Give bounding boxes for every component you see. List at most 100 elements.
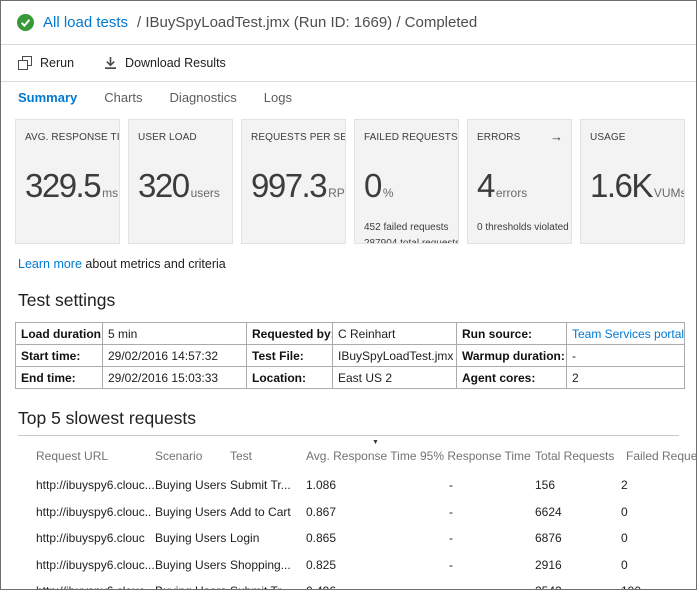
- rerun-copy-icon: [18, 56, 32, 70]
- errors-navigate-arrow-icon[interactable]: →: [550, 129, 563, 144]
- metric-cards: AVG. RESPONSE TIME 329.5ms USER LOAD 320…: [1, 113, 696, 244]
- check-circle-icon: [17, 14, 34, 31]
- cell-95-response-time: -: [420, 584, 535, 589]
- run-source-link[interactable]: Team Services portal: [572, 326, 685, 341]
- column-header-test[interactable]: Test: [230, 449, 253, 463]
- cell-avg-response-time: 0.865: [306, 531, 337, 546]
- sort-descending-icon: ▼: [372, 439, 379, 446]
- breadcrumb-all-load-tests-link[interactable]: All load tests: [43, 14, 129, 31]
- setting-value: 29/02/2016 14:57:32: [102, 344, 247, 367]
- cell-avg-response-time: 0.825: [306, 557, 337, 572]
- download-icon: [104, 56, 117, 70]
- title-bar: All load tests / IBuySpyLoadTest.jmx (Ru…: [1, 1, 696, 45]
- setting-label: Load duration:: [15, 322, 103, 345]
- cell-scenario: Buying Users: [155, 531, 227, 546]
- cell-failed-requests: 2: [621, 478, 628, 493]
- learn-more-text: about metrics and criteria: [81, 257, 226, 271]
- cell-total-requests: 6624: [535, 504, 562, 519]
- setting-value: East US 2: [332, 366, 457, 389]
- tab-summary[interactable]: Summary: [18, 90, 78, 105]
- setting-label: Requested by:: [246, 322, 333, 345]
- card-unit: %: [382, 186, 394, 200]
- card-label: USAGE: [590, 132, 626, 143]
- setting-label: End time:: [15, 366, 103, 389]
- card-value: 4: [477, 167, 495, 204]
- rerun-button[interactable]: Rerun: [18, 56, 74, 70]
- cell-avg-response-time: 1.086: [306, 478, 337, 493]
- cell-failed-requests: 0: [621, 504, 628, 519]
- setting-value: 29/02/2016 15:03:33: [102, 366, 247, 389]
- card-errors: ERRORS → 4 errors 0 thresholds violated: [467, 119, 572, 244]
- cell-total-requests: 2542: [535, 584, 621, 589]
- card-detail: 452 failed requests: [364, 222, 449, 233]
- cell-scenario: Buying Users: [155, 557, 227, 572]
- cell-avg-response-time: 0.867: [306, 504, 337, 519]
- card-detail: 0 thresholds violated: [477, 222, 569, 233]
- column-header-failed-requests[interactable]: Failed Requests: [626, 449, 697, 463]
- section-divider: [18, 435, 679, 436]
- tab-logs[interactable]: Logs: [263, 90, 292, 105]
- cell-scenario: Buying Users: [155, 504, 227, 519]
- column-header-avg-response-time[interactable]: ▼ Avg. Response Time: [306, 439, 417, 463]
- requests-table-body: http://ibuyspy6.clouc... Buying Users Su…: [1, 472, 696, 589]
- card-label: AVG. RESPONSE TIME: [25, 132, 120, 143]
- cell-request-url: http://ibuyspy6.clouc...: [36, 557, 155, 572]
- table-row: http://ibuyspy6.clouc.. Buying Users Add…: [15, 499, 682, 526]
- rerun-label: Rerun: [40, 56, 75, 70]
- cell-test: Submit Tr...: [230, 584, 306, 589]
- cell-avg-response-time: 0.496: [306, 584, 420, 589]
- card-label: USER LOAD: [138, 132, 197, 143]
- cell-scenario: Buying Users: [155, 584, 230, 589]
- cell-failed-requests: 0: [621, 557, 628, 572]
- card-unit: users: [190, 186, 220, 200]
- card-usage: USAGE 1.6K VUMs: [580, 119, 685, 244]
- card-unit: errors: [495, 186, 528, 200]
- settings-row: End time: 29/02/2016 15:03:33 Location: …: [15, 366, 685, 389]
- card-user-load: USER LOAD 320 users: [128, 119, 233, 244]
- tab-bar: Summary Charts Diagnostics Logs: [1, 82, 696, 113]
- cell-failed-requests: 190: [621, 584, 682, 589]
- card-value: 997.3: [251, 167, 328, 204]
- tab-charts[interactable]: Charts: [104, 90, 143, 105]
- column-header-request-url[interactable]: Request URL: [36, 449, 109, 463]
- card-label: REQUESTS PER SEC: [251, 132, 346, 143]
- setting-label: Location:: [246, 366, 333, 389]
- cell-request-url: http://ibuyspy6.clouc...: [15, 584, 155, 589]
- cell-95-response-time: -: [449, 478, 453, 493]
- cell-test: Login: [230, 531, 260, 546]
- setting-label: Warmup duration:: [456, 344, 567, 367]
- table-row: http://ibuyspy6.clouc... Buying Users Su…: [15, 472, 682, 499]
- setting-label: Start time:: [15, 344, 103, 367]
- card-label: FAILED REQUESTS: [364, 132, 458, 143]
- setting-value: IBuySpyLoadTest.jmx: [332, 344, 457, 367]
- test-settings-table: Load duration: 5 min Requested by: C Rei…: [15, 322, 685, 389]
- cell-request-url: http://ibuyspy6.clouc: [36, 531, 145, 546]
- slowest-requests-heading: Top 5 slowest requests: [18, 408, 197, 428]
- test-settings-heading: Test settings: [18, 290, 116, 310]
- settings-row: Start time: 29/02/2016 14:57:32 Test Fil…: [15, 344, 685, 367]
- learn-more-link[interactable]: Learn more: [18, 257, 82, 271]
- cell-total-requests: 156: [535, 478, 556, 493]
- cell-request-url: http://ibuyspy6.clouc..: [36, 504, 152, 519]
- card-unit: RPS: [328, 186, 345, 200]
- cell-request-url: http://ibuyspy6.clouc...: [36, 478, 155, 493]
- learn-more-line: Learn more about metrics and criteria: [1, 244, 696, 271]
- cell-test: Add to Cart: [230, 504, 291, 519]
- setting-label: Test File:: [246, 344, 333, 367]
- card-unit: VUMs: [653, 186, 685, 200]
- download-results-label: Download Results: [125, 56, 226, 70]
- cell-95-response-time: -: [449, 531, 453, 546]
- card-value: 320: [138, 167, 190, 204]
- column-header-95-response-time[interactable]: 95% Response Time: [420, 449, 531, 463]
- tab-diagnostics[interactable]: Diagnostics: [169, 90, 237, 105]
- column-header-total-requests[interactable]: Total Requests: [535, 449, 615, 463]
- table-row: http://ibuyspy6.clouc Buying Users Login…: [15, 525, 682, 552]
- column-header-scenario[interactable]: Scenario: [155, 449, 203, 463]
- card-value: 0: [364, 167, 382, 204]
- download-results-button[interactable]: Download Results: [104, 56, 226, 70]
- cell-95-response-time: -: [449, 504, 453, 519]
- table-row: http://ibuyspy6.clouc... Buying Users Sh…: [15, 552, 682, 579]
- card-detail: 287904 total requests: [364, 237, 459, 244]
- setting-value: 2: [566, 366, 685, 389]
